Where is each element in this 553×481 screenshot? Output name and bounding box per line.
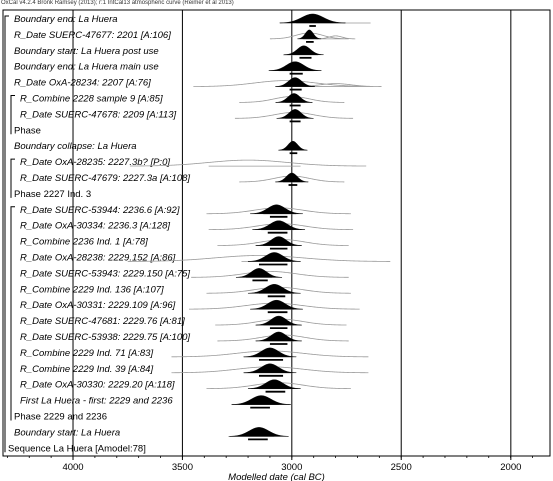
posterior-distribution: [255, 331, 302, 342]
row-label: R_Date SUERC-53943: 2229.150 [A:75]: [20, 268, 190, 279]
posterior-distribution: [268, 61, 322, 71]
posterior-distribution: [243, 363, 297, 374]
row-label: R_Combine 2229 Ind. 39 [A:84]: [20, 364, 153, 375]
row-label: R_Combine 2228 sample 9 [A:85]: [20, 94, 163, 105]
row-label: R_Date OxA-30334: 2236.3 [A:128]: [20, 221, 170, 232]
posterior-distribution: [279, 13, 346, 24]
row-label: Boundary end: La Huera: [14, 14, 118, 25]
prior-curve: [193, 80, 382, 87]
row-label: R_Combine 2236 Ind. 1 [A:78]: [20, 237, 148, 248]
posterior-distribution: [275, 77, 316, 87]
tick-label-3500: 3500: [172, 462, 193, 473]
group-bracket: [10, 95, 15, 135]
posterior-distribution: [243, 347, 297, 358]
row-label: R_Date SUERC-53938: 2229.75 [A:100]: [20, 332, 190, 343]
tick-label-4000: 4000: [62, 462, 83, 473]
prior-curve: [129, 159, 367, 167]
posterior-distribution: [255, 236, 302, 246]
posterior-distribution: [255, 315, 302, 326]
posterior-distribution: [283, 45, 324, 56]
row-label: Phase: [14, 125, 41, 136]
posterior-distribution: [247, 284, 301, 294]
posterior-distribution: [278, 140, 308, 151]
row-label: R_Date OxA-28235: 2227.3b? [P:0]: [20, 157, 170, 168]
row-label: R_Date OxA-28234: 2207 [A:76]: [14, 78, 151, 89]
row-label: R_Combine 2229 Ind. 71 [A:83]: [20, 348, 153, 359]
row-label: R_Date SUERC-47678: 2209 [A:113]: [20, 109, 176, 120]
row-label: R_Date SUERC-53944: 2236.6 [A:92]: [20, 205, 180, 216]
header-caption: OxCal v4.2.4 Bronk Ramsey (2013); r:1 In…: [1, 0, 234, 6]
posterior-distribution: [229, 427, 289, 437]
row-label: R_Date SUERC-47679: 2227.3a [A:108]: [20, 173, 190, 184]
row-label: Boundary start: La Huera post use: [14, 46, 159, 57]
group-bracket: [4, 15, 9, 453]
prior-curve: [269, 32, 356, 40]
row-label: R_Date OxA-30331: 2229.109 [A:96]: [20, 300, 176, 311]
row-label: R_Date SUERC-47681: 2229.76 [A:81]: [20, 316, 185, 327]
posterior-distribution: [231, 395, 291, 405]
posterior-distribution: [235, 268, 283, 278]
posterior-distribution: [249, 299, 304, 310]
posterior-distribution: [275, 93, 313, 103]
row-label: R_Date OxA-28238: 2229.152 [A:86]: [20, 253, 176, 264]
row-label: R_Date SUERC-47677: 2201 [A:106]: [14, 30, 171, 41]
row-label: R_Date OxA-30330: 2229.20 [A:118]: [20, 380, 175, 391]
posterior-distribution: [276, 109, 314, 119]
posterior-distribution: [252, 220, 306, 230]
posterior-distribution: [247, 252, 301, 262]
row-label: Phase 2229 and 2236: [14, 412, 107, 423]
row-label: Phase 2227 Ind. 3: [14, 189, 91, 200]
row-label: Boundary collapse: La Huera: [14, 141, 137, 152]
posterior-distribution: [247, 379, 301, 389]
tick-label-2500: 2500: [391, 462, 412, 473]
row-label: Sequence La Huera [Amodel:78]: [8, 443, 146, 454]
posterior-distribution: [249, 204, 304, 215]
row-label: Boundary end: La Huera main use: [14, 62, 159, 73]
group-bracket: [10, 158, 15, 198]
row-label: R_Combine 2229 Ind. 136 [A:107]: [20, 284, 164, 295]
prior-curve: [191, 270, 349, 278]
row-label: Boundary start: La Huera: [14, 427, 120, 438]
posterior-distribution: [275, 172, 309, 183]
row-label: First La Huera - first: 2229 and 2236: [20, 396, 173, 407]
plot-frame: [2, 9, 551, 457]
tick-label-3000: 3000: [281, 462, 302, 473]
group-bracket: [10, 206, 15, 421]
tick-label-2000: 2000: [500, 462, 521, 473]
prior-curve: [127, 255, 391, 262]
x-axis-title: Modelled date (cal BC): [228, 472, 325, 481]
posterior-distribution: [297, 29, 322, 40]
